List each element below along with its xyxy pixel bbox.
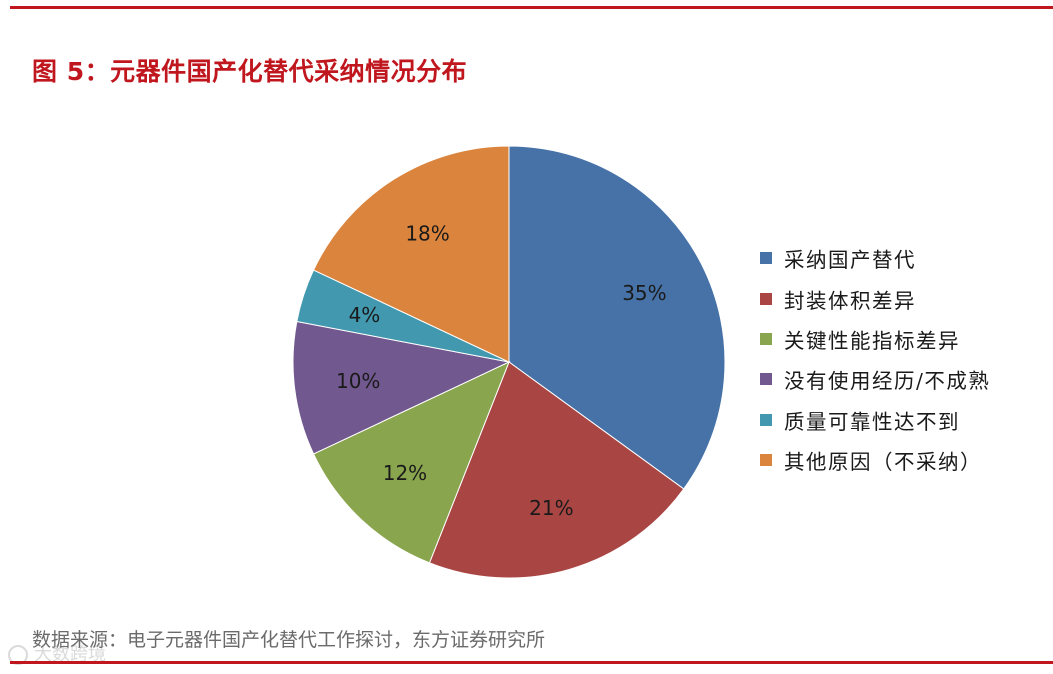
pie-data-label: 10%	[336, 369, 380, 393]
legend-label: 其他原因（不采纳）	[784, 450, 982, 475]
legend-label: 采纳国产替代	[784, 248, 916, 273]
legend-swatch	[760, 292, 772, 305]
watermark-text: 大数跨境	[34, 644, 106, 665]
top-rule	[10, 6, 1053, 9]
pie-slice	[312, 145, 510, 363]
legend-item: 封装体积差异	[760, 278, 990, 318]
pie-slice	[292, 320, 511, 455]
pie-data-label: 35%	[622, 281, 666, 305]
legend-label: 质量可靠性达不到	[784, 409, 960, 434]
legend-swatch	[760, 332, 772, 345]
pie-slice	[312, 361, 510, 564]
watermark: 大数跨境	[8, 640, 106, 666]
legend-item: 没有使用经历/不成熟	[760, 359, 990, 399]
bottom-rule	[10, 661, 1053, 664]
legend-item: 采纳国产替代	[760, 238, 990, 278]
pie-data-label: 4%	[349, 303, 381, 327]
data-source-note: 数据来源：电子元器件国产化替代工作探讨，东方证券研究所	[32, 629, 546, 651]
legend-swatch	[760, 252, 772, 265]
legend-item: 质量可靠性达不到	[760, 400, 990, 440]
legend-swatch	[760, 413, 772, 426]
pie-slice	[428, 361, 685, 579]
legend-label: 封装体积差异	[784, 288, 916, 313]
legend-swatch	[760, 373, 772, 386]
figure-title: 图 5：元器件国产化替代采纳情况分布	[32, 57, 468, 86]
legend-swatch	[760, 454, 772, 467]
pie-data-label: 18%	[405, 222, 449, 246]
legend-label: 没有使用经历/不成熟	[784, 369, 991, 394]
legend-label: 关键性能指标差异	[784, 328, 960, 353]
legend-item: 关键性能指标差异	[760, 319, 990, 359]
pie-data-label: 21%	[529, 496, 573, 520]
pie-slice	[508, 145, 726, 490]
chart-legend: 采纳国产替代 封装体积差异 关键性能指标差异 没有使用经历/不成熟 质量可靠性达…	[760, 238, 990, 480]
pie-data-label: 12%	[383, 461, 427, 485]
watermark-logo-icon	[8, 645, 28, 665]
legend-item: 其他原因（不采纳）	[760, 440, 990, 480]
